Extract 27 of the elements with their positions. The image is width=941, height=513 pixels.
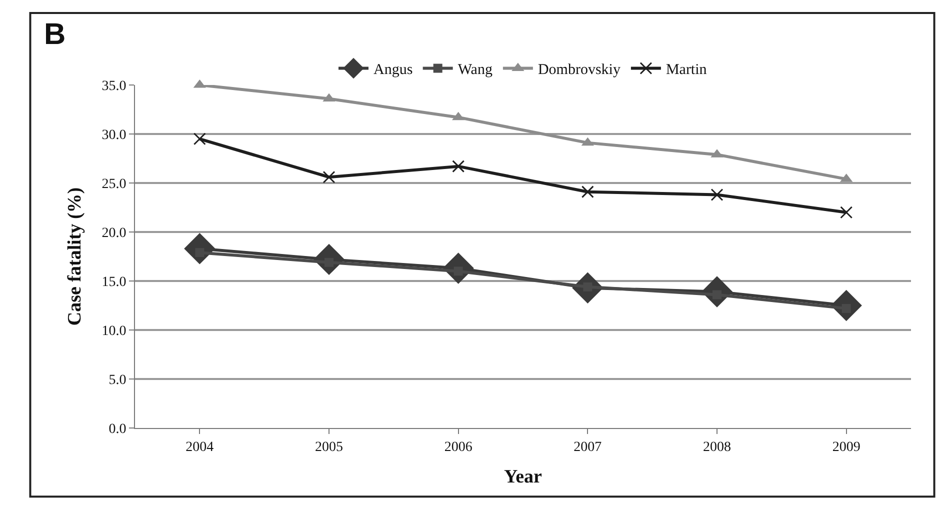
legend-label: Wang xyxy=(458,62,493,78)
legend-label: Martin xyxy=(666,62,708,78)
point xyxy=(840,206,853,219)
y-tick-label: 35.0 xyxy=(102,78,126,94)
point xyxy=(193,132,206,146)
y-tick-label: 25.0 xyxy=(102,176,126,192)
y-axis-title: Case fatality (%) xyxy=(64,187,86,326)
x-tick-label: 2004 xyxy=(186,440,214,455)
y-tick-label: 20.0 xyxy=(102,226,126,241)
legend-label: Angus xyxy=(374,62,413,78)
x-tick-label: 2007 xyxy=(574,440,602,455)
x-axis-title: Year xyxy=(504,466,543,488)
x-tick-label: 2005 xyxy=(315,440,343,455)
point xyxy=(452,160,465,173)
y-tick-label: 15.0 xyxy=(102,274,126,290)
y-tick-label: 10.0 xyxy=(102,324,126,339)
point xyxy=(710,188,724,202)
point xyxy=(581,186,594,198)
legend-label: Dombrovskiy xyxy=(538,62,621,78)
x-tick-label: 2006 xyxy=(444,440,472,455)
text: B xyxy=(44,18,66,51)
y-tick-label: 5.0 xyxy=(108,372,126,388)
point xyxy=(322,170,336,184)
x-tick-label: 2008 xyxy=(703,440,731,455)
x-tick-label: 2009 xyxy=(832,440,860,455)
y-tick-label: 30.0 xyxy=(102,128,126,143)
y-tick-label: 0.0 xyxy=(108,422,126,437)
